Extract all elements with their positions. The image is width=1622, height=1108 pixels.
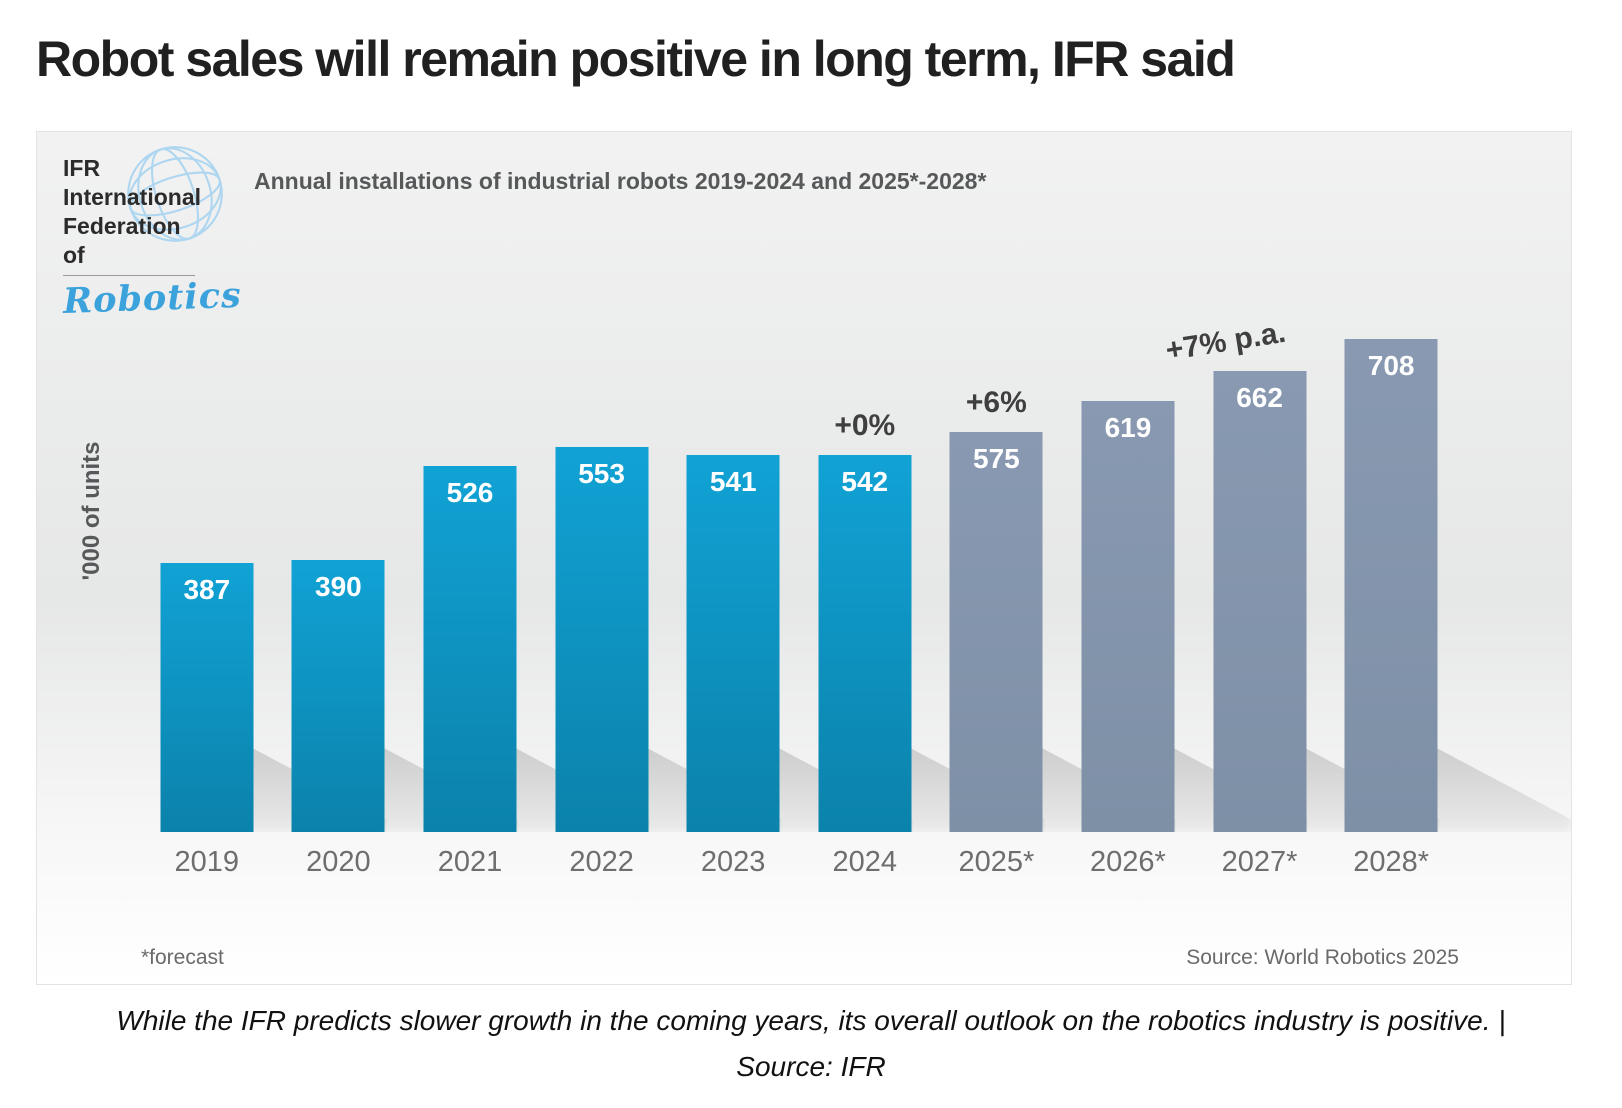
bar-column-2021: 526 2021 xyxy=(404,280,650,878)
bar-value-label: 708 xyxy=(1367,350,1415,381)
bar-2023: 541 xyxy=(686,455,780,832)
growth-annotation: +0% xyxy=(834,408,896,442)
bar-value-label: 542 xyxy=(841,465,889,497)
chart-title: Annual installations of industrial robot… xyxy=(254,168,987,194)
bar-column-2024: 542 2024 +0% xyxy=(799,280,1045,878)
x-axis-label: 2020 xyxy=(306,846,371,878)
bar-2025*: 575 xyxy=(949,431,1043,832)
chart-card: IFR International Federation of Robotics… xyxy=(36,131,1572,985)
bar-2020: 390 xyxy=(291,560,385,832)
bar-column-2019: 387 2019 xyxy=(141,280,387,878)
caption-line1: While the IFR predicts slower growth in … xyxy=(116,1005,1506,1036)
bar-2027*: 662 xyxy=(1213,371,1307,832)
chart-source: Source: World Robotics 2025 xyxy=(1186,946,1459,969)
bar-shadow xyxy=(1419,738,1572,832)
x-axis-label: 2021 xyxy=(437,846,503,878)
bar-column-2022: 553 2022 xyxy=(536,280,782,878)
globe-icon xyxy=(127,146,223,242)
bar-2028*: 708 xyxy=(1344,339,1438,832)
bar-value-label: 619 xyxy=(1104,411,1152,443)
ifr-logo: IFR International Federation of Robotics xyxy=(62,146,242,322)
caption: While the IFR predicts slower growth in … xyxy=(0,998,1622,1090)
forecast-footnote: *forecast xyxy=(141,946,224,969)
x-axis-label: 2027* xyxy=(1221,846,1298,878)
x-axis-label: 2024 xyxy=(832,846,898,878)
bar-value-label: 541 xyxy=(709,466,757,498)
bar-value-label: 387 xyxy=(183,573,231,605)
bar-column-2028*: 708 2028* xyxy=(1325,280,1572,878)
bar-2021: 526 xyxy=(423,465,517,832)
x-axis-label: 2028* xyxy=(1353,846,1430,878)
bar-column-2027*: 662 2027* +7% p.a. xyxy=(1163,280,1440,878)
bar-2026*: 619 xyxy=(1081,400,1175,832)
x-axis-label: 2023 xyxy=(700,846,766,878)
bar-2024: 542 xyxy=(818,454,912,832)
x-axis-label: 2025* xyxy=(958,846,1035,878)
bar-column-2020: 390 2020 xyxy=(273,280,519,878)
bar-2019: 387 xyxy=(160,562,254,832)
bar-value-label: 662 xyxy=(1236,382,1283,414)
bar-2022: 553 xyxy=(555,446,649,832)
page-title: Robot sales will remain positive in long… xyxy=(36,31,1236,87)
bar-value-label: 390 xyxy=(315,571,362,603)
logo-text-federation: Federation of xyxy=(63,212,195,276)
plot-area: 387 2019 390 2020 526 2021 553 2022 541 2023 542 20… xyxy=(141,280,1572,878)
x-axis-label: 2019 xyxy=(174,846,240,878)
y-axis-label: '000 of units xyxy=(78,441,105,581)
x-axis-label: 2026* xyxy=(1090,846,1166,878)
bar-column-2023: 541 2023 xyxy=(667,280,914,878)
growth-annotation: +6% xyxy=(965,385,1027,419)
bar-column-2025*: 575 2025* +6% xyxy=(931,280,1177,878)
bar-value-label: 575 xyxy=(973,442,1020,474)
logo-text-ifr: IFR xyxy=(63,155,101,181)
caption-line2: Source: IFR xyxy=(736,1051,886,1082)
bar-value-label: 526 xyxy=(446,476,494,508)
bar-value-label: 553 xyxy=(578,457,625,489)
logo-text-international: International xyxy=(63,184,202,210)
x-axis-label: 2022 xyxy=(569,846,634,878)
